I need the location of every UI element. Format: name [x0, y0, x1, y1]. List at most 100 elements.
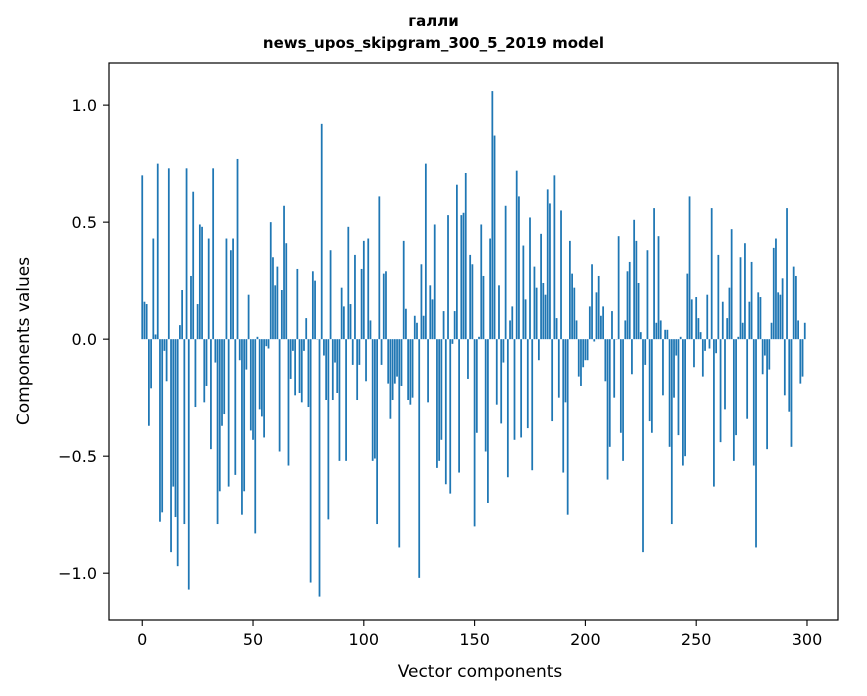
- bar-21: [187, 339, 190, 590]
- bar-265: [728, 287, 731, 340]
- bar-88: [336, 339, 339, 393]
- bar-20: [185, 168, 188, 340]
- bar-275: [750, 261, 753, 340]
- bar-145: [462, 212, 465, 340]
- bar-11: [165, 339, 168, 382]
- bar-215: [617, 236, 620, 340]
- y-tick-label-0: −1.0: [58, 564, 97, 583]
- bar-201: [586, 339, 589, 361]
- bar-43: [236, 158, 239, 340]
- bar-27: [201, 226, 203, 340]
- bar-231: [653, 208, 655, 340]
- bar-17: [179, 325, 181, 340]
- bar-179: [537, 339, 540, 361]
- bar-273: [746, 339, 749, 419]
- bar-211: [608, 339, 611, 447]
- bar-152: [478, 336, 480, 340]
- bar-247: [688, 196, 691, 340]
- bar-289: [781, 278, 784, 340]
- bar-113: [391, 339, 394, 401]
- bar-155: [484, 339, 487, 452]
- bar-284: [770, 322, 773, 340]
- bar-189: [560, 210, 562, 340]
- bar-295: [795, 275, 797, 340]
- bar-165: [506, 339, 509, 478]
- bar-172: [522, 245, 525, 340]
- bar-119: [405, 308, 407, 340]
- bar-80: [318, 339, 321, 597]
- bar-25: [196, 304, 199, 340]
- bar-251: [697, 318, 700, 340]
- bar-105: [374, 339, 376, 459]
- x-tick-label-200: 200: [570, 630, 601, 649]
- bar-217: [622, 339, 624, 461]
- bar-135: [440, 339, 443, 440]
- bar-237: [666, 329, 669, 340]
- bar-197: [577, 339, 580, 377]
- bar-100: [362, 240, 365, 340]
- bar-283: [768, 339, 771, 370]
- bar-249: [693, 339, 695, 368]
- bar-131: [431, 299, 434, 340]
- y-tick-label-1: −0.5: [58, 447, 97, 466]
- bar-39: [227, 339, 230, 487]
- bar-158: [491, 91, 494, 340]
- bar-293: [790, 339, 793, 447]
- bar-227: [644, 339, 647, 365]
- bar-127: [422, 315, 425, 340]
- bar-45: [241, 339, 243, 515]
- bar-121: [409, 339, 412, 405]
- bar-151: [475, 339, 478, 433]
- bar-124: [416, 322, 418, 340]
- bar-200: [584, 339, 587, 361]
- bar-224: [637, 282, 640, 340]
- bar-58: [269, 222, 272, 340]
- bar-123: [413, 315, 416, 340]
- bar-191: [564, 339, 567, 403]
- bar-161: [498, 285, 500, 340]
- bar-167: [511, 306, 514, 340]
- bar-93: [347, 226, 350, 340]
- bar-7: [156, 163, 159, 340]
- bar-134: [438, 339, 441, 461]
- bar-240: [673, 339, 675, 398]
- bar-16: [176, 339, 179, 567]
- bar-245: [684, 339, 686, 457]
- bar-84: [327, 339, 330, 520]
- bar-256: [708, 339, 711, 349]
- bar-67: [289, 339, 292, 379]
- bar-77: [311, 271, 314, 340]
- bar-232: [655, 322, 658, 340]
- bar-129: [427, 339, 429, 403]
- bar-170: [518, 196, 520, 340]
- bar-153: [480, 224, 483, 340]
- bar-188: [557, 339, 560, 398]
- bar-126: [420, 264, 423, 340]
- bar-106: [376, 339, 378, 525]
- bar-166: [509, 320, 511, 340]
- x-axis-label: Vector components: [398, 662, 563, 682]
- bar-164: [504, 205, 507, 340]
- bar-13: [170, 339, 172, 553]
- bar-182: [544, 294, 547, 340]
- bar-15: [174, 339, 177, 518]
- bar-297: [799, 339, 802, 384]
- bar-269: [737, 336, 740, 340]
- bar-277: [755, 339, 757, 548]
- bar-173: [524, 299, 527, 340]
- bar-241: [675, 339, 678, 356]
- bar-204: [593, 339, 596, 342]
- bar-50: [252, 339, 254, 440]
- bar-51: [254, 339, 257, 534]
- bar-132: [433, 224, 436, 340]
- bar-149: [471, 264, 474, 340]
- bar-248: [690, 299, 693, 340]
- bar-298: [801, 339, 804, 377]
- bar-19: [183, 339, 186, 525]
- bar-242: [677, 339, 680, 436]
- bar-246: [686, 273, 689, 340]
- bar-287: [777, 292, 780, 340]
- bar-223: [635, 240, 638, 340]
- bar-194: [571, 273, 573, 340]
- bar-112: [389, 339, 392, 419]
